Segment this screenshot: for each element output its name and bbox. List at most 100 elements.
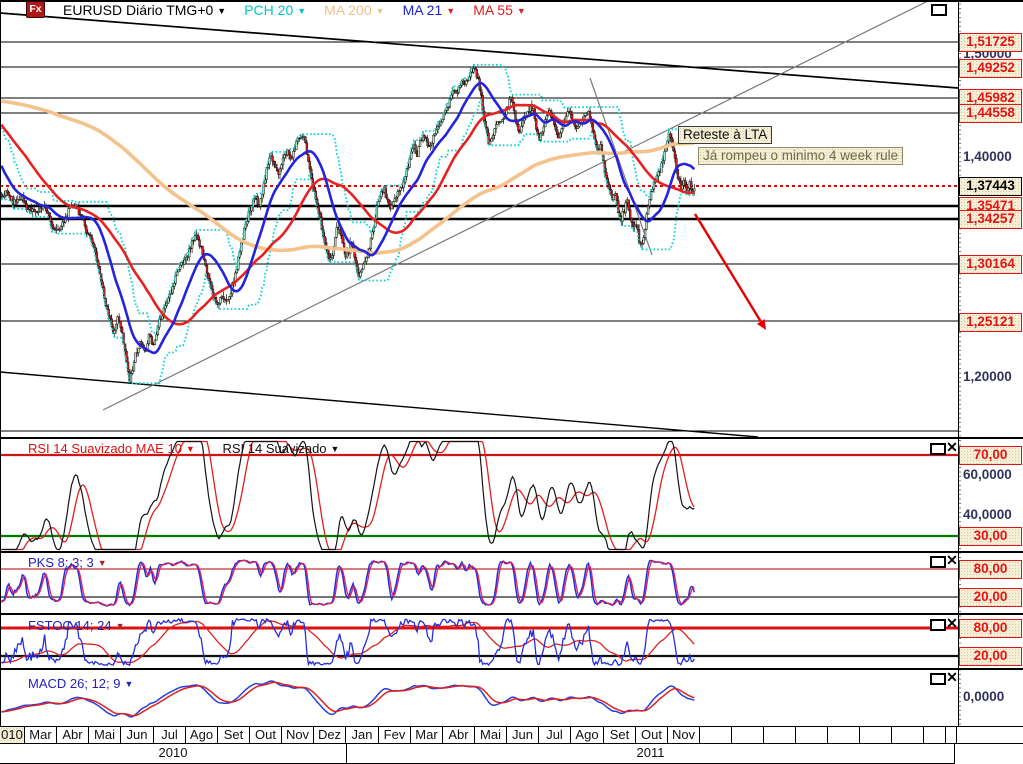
price-label: 80,00 xyxy=(959,560,1022,579)
time-axis-corner xyxy=(958,727,1023,743)
rsi-panel-chart[interactable] xyxy=(0,440,958,551)
price-label: 70,00 xyxy=(959,446,1022,465)
year-cell-2010: 2010 xyxy=(0,744,347,764)
pks-panel-header: PKS 8; 3; 3 ▼ xyxy=(28,555,107,570)
panel-separator-pks-fstoc[interactable] xyxy=(0,613,1023,615)
price-label: 1,44558 xyxy=(959,104,1022,123)
macd-panel-close-button[interactable]: ✕ xyxy=(946,669,958,685)
fstoc-panel-header: FSTOC 14; 24 ▼ xyxy=(28,618,125,633)
price-label: 20,00 xyxy=(959,647,1022,666)
instrument-label: EURUSD Diário TMG+0 xyxy=(63,1,214,18)
time-axis-corner xyxy=(955,744,1023,763)
month-cell: Jun xyxy=(507,727,539,743)
month-cell xyxy=(946,727,957,743)
month-cell xyxy=(860,727,892,743)
month-cell: Jul xyxy=(154,727,186,743)
dropdown-arrow-icon: ▼ xyxy=(124,679,134,689)
rsi-line xyxy=(1,440,695,551)
rsi-mae-indicator-label[interactable]: RSI 14 Suavizado MAE 10 ▼ xyxy=(28,441,195,456)
month-cell: Jun xyxy=(121,727,154,743)
fstoc-panel-restore-button[interactable] xyxy=(930,619,946,631)
fstoc-indicator-label[interactable]: FSTOC 14; 24 ▼ xyxy=(28,618,125,633)
fstoc-k-line xyxy=(1,617,695,667)
overlay-ma-21 xyxy=(0,81,696,355)
rsi-panel-header: RSI 14 Suavizado MAE 10 ▼ RSI 14 Suavizad… xyxy=(28,441,339,456)
price-label: 1,37443 xyxy=(959,177,1022,196)
month-cell: Out xyxy=(636,727,668,743)
panel-separator-main-rsi[interactable] xyxy=(0,437,1023,439)
time-axis: 010 Mar Abr Mai Jun Jul Ago Set Out Nov Dez Jan Fev M… xyxy=(0,726,1023,764)
chart-left-border xyxy=(0,0,1,726)
dropdown-arrow-icon: ▼ xyxy=(375,5,385,16)
panel-separator-fstoc-macd[interactable] xyxy=(0,668,1023,670)
price-axis-line xyxy=(958,0,959,726)
forex-instrument-icon: Fx xyxy=(26,1,45,18)
month-cell: Nov xyxy=(282,727,314,743)
month-cell xyxy=(828,727,860,743)
dropdown-arrow-icon: ▼ xyxy=(297,5,307,16)
main-price-chart[interactable] xyxy=(0,0,958,437)
indicator-toggle-pch20[interactable]: PCH 20 ▼ xyxy=(244,1,307,18)
price-label: 60,0000 xyxy=(963,467,1012,482)
price-label: 1,30164 xyxy=(959,255,1022,274)
pks-indicator-label[interactable]: PKS 8; 3; 3 ▼ xyxy=(28,555,107,570)
ascending-lta-trendline xyxy=(102,0,931,411)
rsi-panel-close-button[interactable]: ✕ xyxy=(946,439,958,455)
month-cell: Ago xyxy=(571,727,604,743)
indicator-toggle-ma200[interactable]: MA 200 ▼ xyxy=(324,1,385,18)
chart-text-annotation[interactable]: Já rompeu o minimo 4 week rule xyxy=(698,147,904,165)
indicator-toggle-ma21[interactable]: MA 21 ▼ xyxy=(402,1,456,18)
price-label: 1,49252 xyxy=(959,59,1022,78)
month-cell xyxy=(764,727,796,743)
month-cell xyxy=(924,727,946,743)
pks-panel-chart[interactable] xyxy=(0,553,958,612)
month-cell: Out xyxy=(250,727,282,743)
month-cell: Mai xyxy=(89,727,121,743)
dropdown-arrow-icon: ▼ xyxy=(516,5,526,16)
pks-d-line xyxy=(1,559,695,607)
month-cell: Mar xyxy=(25,727,57,743)
chart-top-border xyxy=(0,0,1023,2)
macd-panel-header: MACD 26; 12; 9 ▼ xyxy=(28,676,133,691)
month-cell: Jan xyxy=(346,727,379,743)
main-chart-restore-button[interactable] xyxy=(931,4,947,16)
macd-signal-line xyxy=(1,681,695,717)
chart-text-annotation[interactable]: Reteste à LTA xyxy=(678,126,773,144)
month-cell: Abr xyxy=(57,727,89,743)
month-cell: Dez xyxy=(314,727,346,743)
projection-arrow xyxy=(693,213,766,330)
rsi-mae-line xyxy=(1,440,695,551)
price-label: 1,34257 xyxy=(959,210,1022,229)
dropdown-arrow-icon: ▼ xyxy=(446,5,456,16)
price-label: 1,45982 xyxy=(959,89,1022,108)
year-cell-2011: 2011 xyxy=(347,744,955,764)
macd-panel-chart[interactable] xyxy=(0,670,958,726)
panel-separator-rsi-pks[interactable] xyxy=(0,551,1023,553)
upper-descending-trendline xyxy=(0,12,958,89)
steep-breakdown-line xyxy=(589,77,653,256)
fstoc-panel-chart[interactable] xyxy=(0,616,958,668)
pks-panel-restore-button[interactable] xyxy=(930,556,946,568)
month-cell xyxy=(892,727,924,743)
month-cell: Ago xyxy=(186,727,218,743)
price-label: 40,0000 xyxy=(963,507,1012,522)
lower-descending-wedge-line xyxy=(0,371,759,437)
month-cell: Jul xyxy=(539,727,571,743)
price-label: 20,00 xyxy=(959,588,1022,607)
overlay-ma-55 xyxy=(0,103,695,326)
rsi-indicator-label[interactable]: RSI 14 Suavizado ▼ xyxy=(222,441,340,456)
fstoc-panel-close-button[interactable]: ✕ xyxy=(946,615,958,631)
month-cell xyxy=(796,727,828,743)
macd-panel-restore-button[interactable] xyxy=(930,673,946,685)
price-channel-20 xyxy=(0,63,695,385)
dropdown-arrow-icon: ▼ xyxy=(217,5,227,16)
macd-indicator-label[interactable]: MACD 26; 12; 9 ▼ xyxy=(28,676,134,691)
instrument-selector[interactable]: EURUSD Diário TMG+0 ▼ xyxy=(63,2,226,18)
pks-k-line xyxy=(1,559,696,607)
indicator-toggle-ma55[interactable]: MA 55 ▼ xyxy=(473,1,526,18)
rsi-panel-restore-button[interactable] xyxy=(930,443,946,455)
overlay-ma-200 xyxy=(1,99,695,255)
month-cell: Mar xyxy=(411,727,443,743)
pks-panel-close-button[interactable]: ✕ xyxy=(946,552,958,568)
